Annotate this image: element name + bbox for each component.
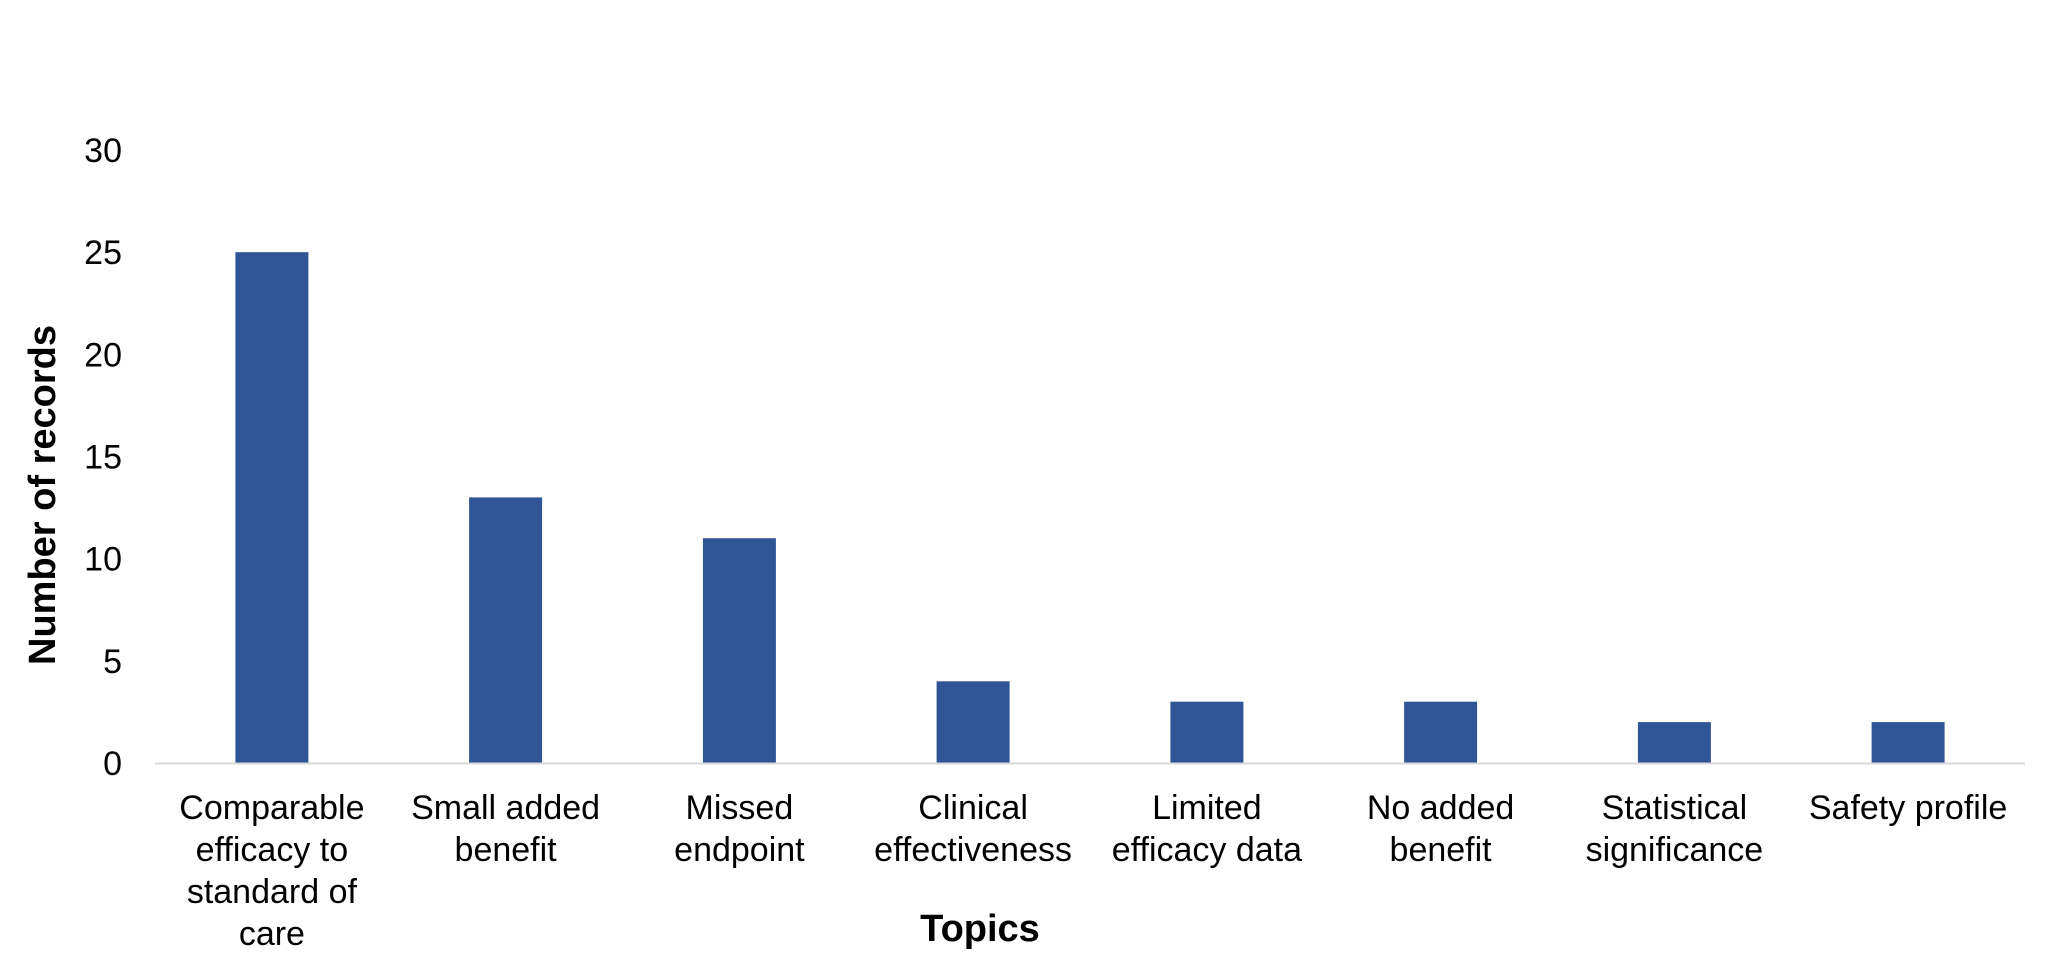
x-category-label-line: Safety profile — [1809, 789, 2007, 827]
x-category-label-line: care — [239, 915, 305, 953]
x-category-label: Comparable efficacy to standard of care — [179, 789, 364, 953]
y-tick-label: 25 — [84, 234, 122, 272]
x-category-label-line: standard of — [187, 873, 358, 911]
x-category-label: Small added benefit — [411, 789, 600, 869]
x-category-label-line: benefit — [455, 831, 558, 869]
x-category-label-line: Clinical — [918, 789, 1028, 827]
x-category-label-line: efficacy data — [1112, 831, 1302, 869]
y-tick-labels: 0 5 10 15 20 25 30 — [84, 132, 122, 783]
y-tick-label: 5 — [103, 643, 122, 681]
x-axis-title: Topics — [920, 908, 1040, 950]
bar-4 — [936, 681, 1010, 763]
x-category-label: Clinical effectiveness — [874, 789, 1072, 869]
x-category-label-line: Limited — [1152, 789, 1262, 827]
y-tick-label: 10 — [84, 541, 122, 579]
y-tick-label: 20 — [84, 336, 122, 374]
bar-7 — [1637, 722, 1711, 763]
bar-5 — [1170, 701, 1244, 763]
x-category-label: Safety profile — [1809, 789, 2007, 827]
x-category-labels: Comparable efficacy to standard of care Smal… — [179, 789, 2007, 953]
x-category-label-line: Small added — [411, 789, 600, 827]
y-axis-title: Number of records — [22, 325, 64, 665]
x-category-label-line: benefit — [1390, 831, 1493, 869]
x-category-label-line: efficacy to — [196, 831, 348, 869]
bar-6 — [1404, 701, 1478, 763]
bar-3 — [702, 538, 776, 763]
y-tick-label: 15 — [84, 439, 122, 477]
bars-layer — [235, 252, 1945, 763]
bar-1 — [235, 252, 309, 763]
x-category-label: No added benefit — [1367, 789, 1514, 869]
x-category-label: Limited efficacy data — [1112, 789, 1302, 869]
x-category-label-line: Statistical — [1602, 789, 1748, 827]
y-tick-label: 0 — [103, 745, 122, 783]
x-category-label: Missed endpoint — [674, 789, 805, 869]
bar-8 — [1871, 722, 1945, 763]
x-category-label-line: endpoint — [674, 831, 805, 869]
x-category-label-line: No added — [1367, 789, 1514, 827]
x-category-label-line: significance — [1586, 831, 1764, 869]
x-category-label-line: effectiveness — [874, 831, 1072, 869]
y-tick-label: 30 — [84, 132, 122, 170]
x-category-label-line: Missed — [686, 789, 794, 827]
bar-2 — [469, 497, 543, 763]
x-category-label-line: Comparable — [179, 789, 364, 827]
x-category-label: Statistical significance — [1586, 789, 1764, 869]
